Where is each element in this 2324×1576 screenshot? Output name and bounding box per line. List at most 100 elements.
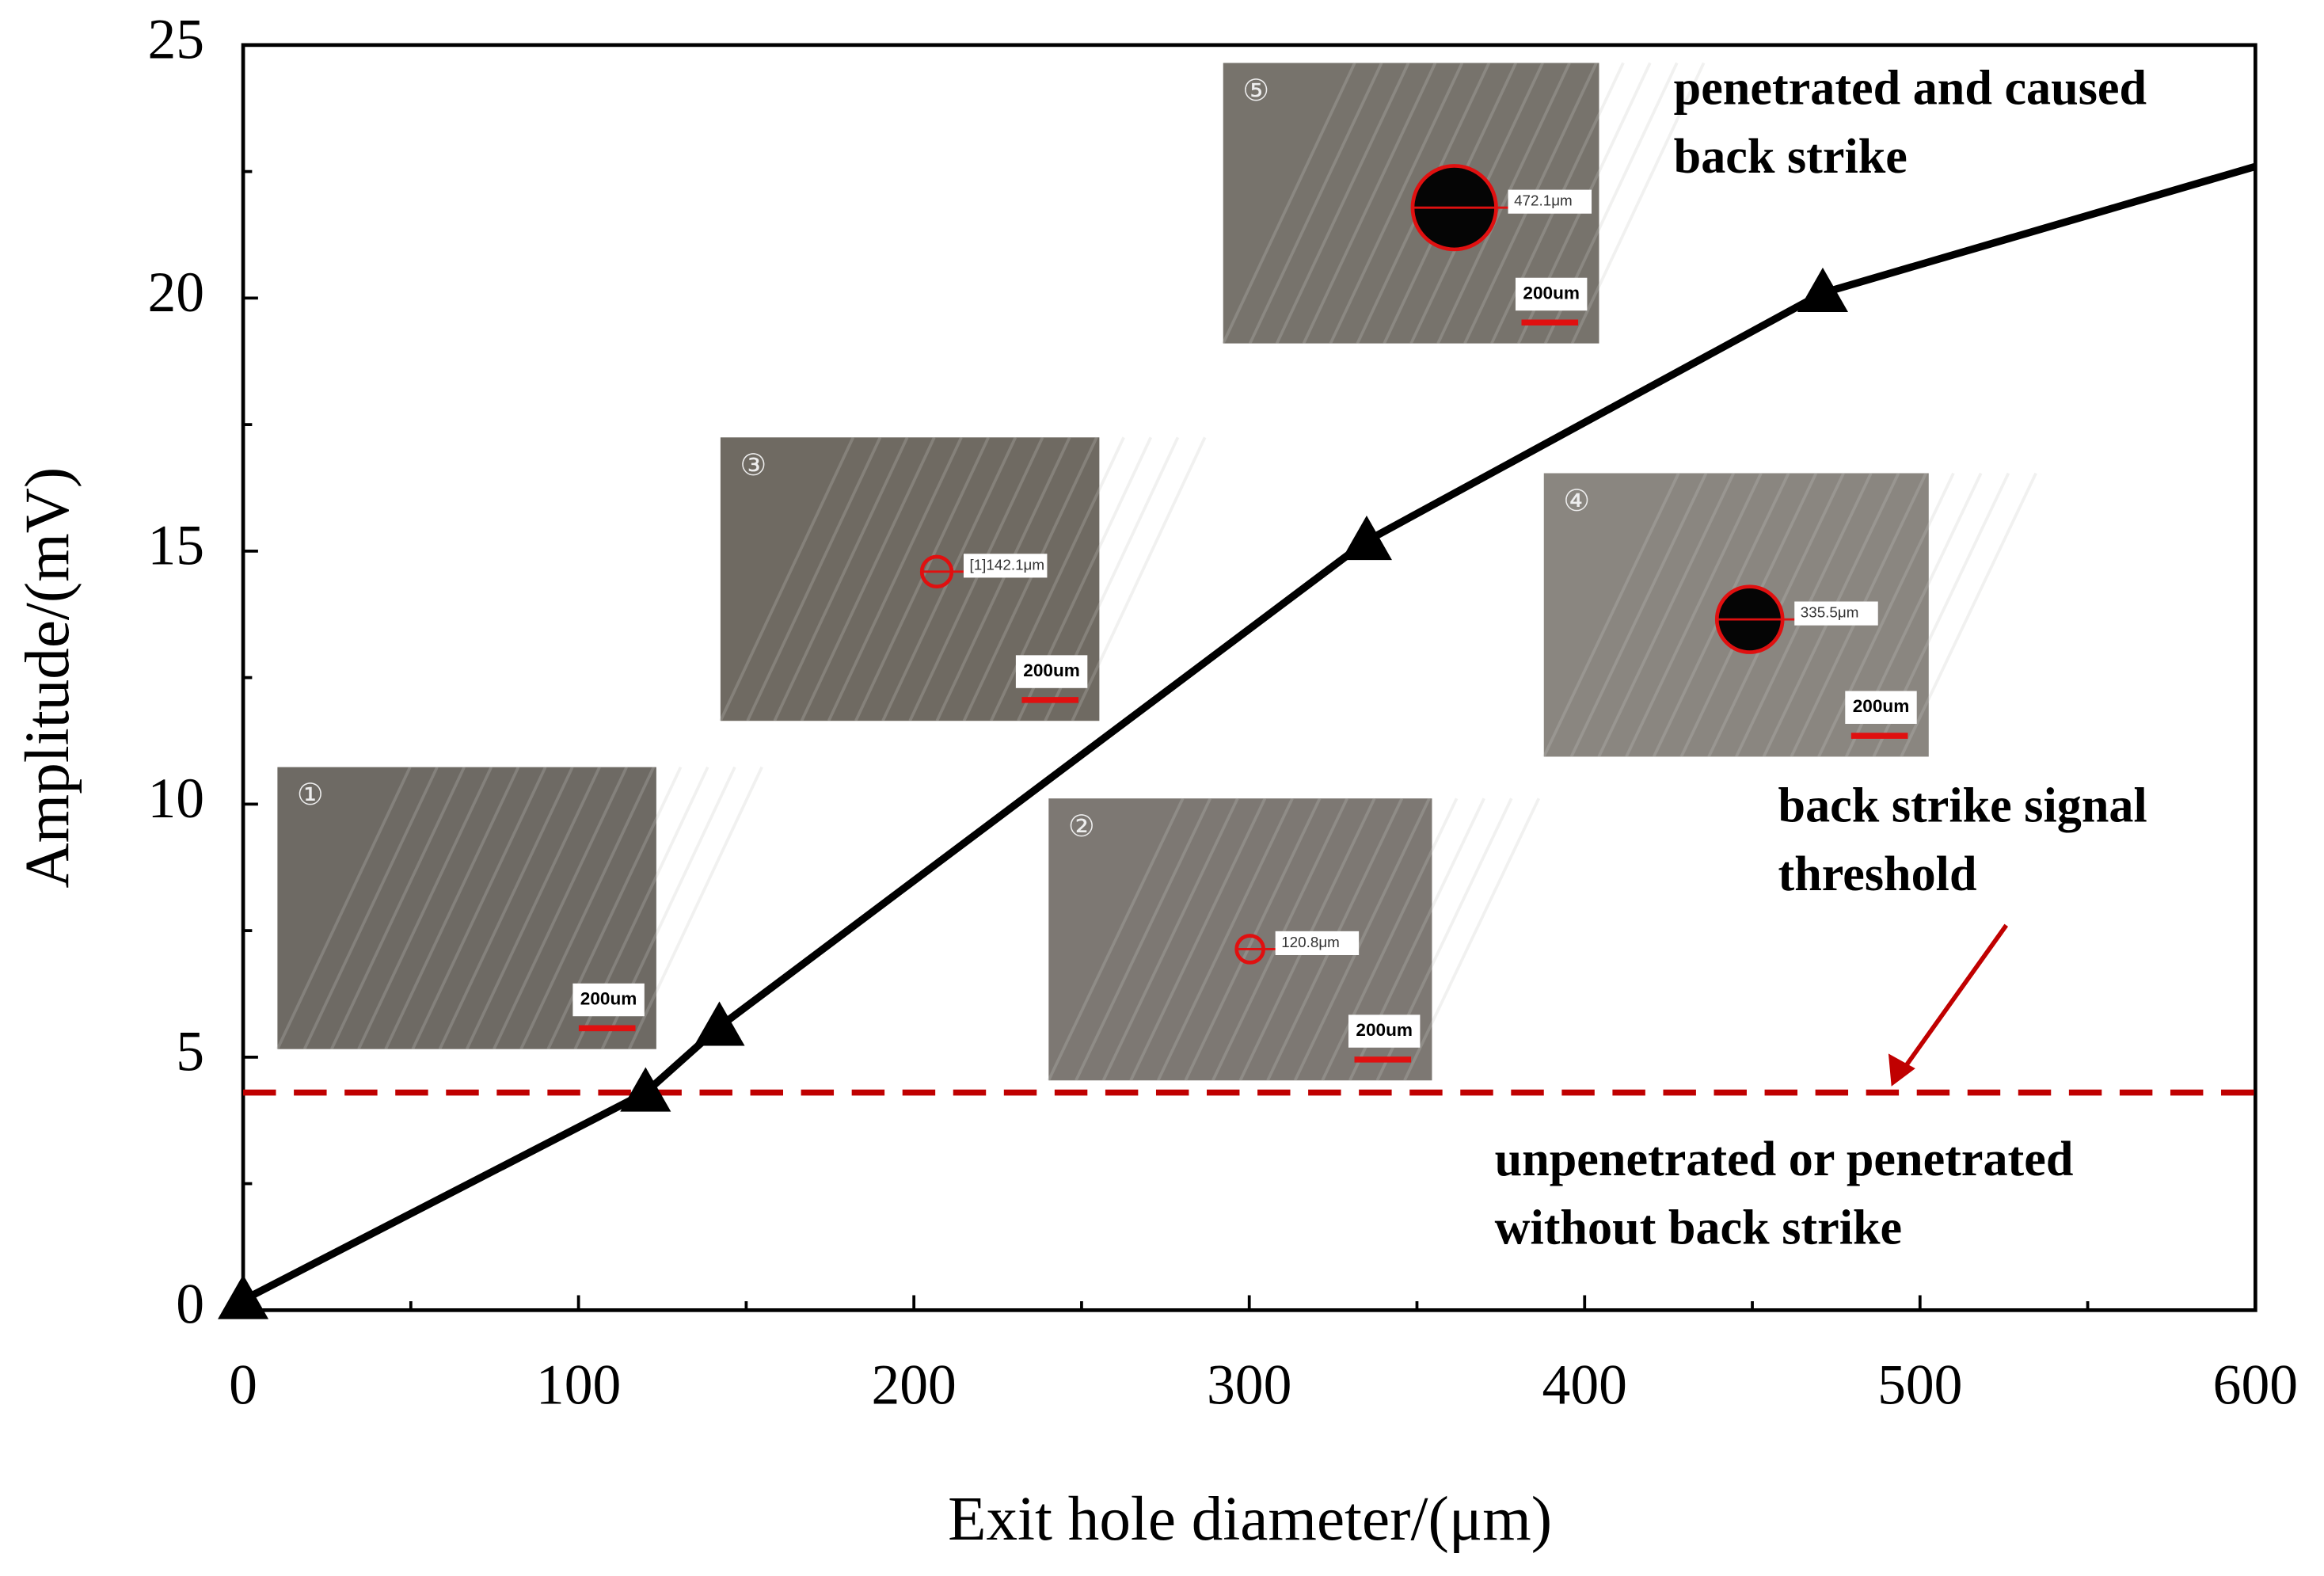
scratch <box>1597 472 1736 758</box>
scratch <box>384 766 520 1050</box>
scratch <box>719 436 855 722</box>
annotation: unpenetrated or penetrated <box>1495 1133 2074 1186</box>
scratch <box>1184 798 1322 1082</box>
scratch <box>1075 798 1212 1082</box>
scratch <box>1900 472 2037 758</box>
scratch <box>1071 436 1207 722</box>
scratch <box>411 766 547 1050</box>
scratch <box>935 436 1071 722</box>
scratch <box>1156 798 1294 1082</box>
scratch <box>773 436 909 722</box>
measurement: 335.5μm <box>1801 604 1859 621</box>
scale-box <box>572 983 645 1017</box>
scratch <box>357 766 493 1050</box>
scratch <box>989 436 1125 722</box>
scale-box <box>1348 1015 1421 1048</box>
annotation: back strike signal <box>1778 779 2147 833</box>
scratch <box>1542 472 1680 758</box>
inset-image: ① 200um <box>276 766 763 1050</box>
annotation: without back strike <box>1495 1201 1903 1255</box>
scratch <box>1321 798 1459 1082</box>
scratch <box>827 436 963 722</box>
scratch <box>746 436 882 722</box>
arrow-shaft <box>1900 923 2009 1073</box>
scale-box <box>1015 655 1088 688</box>
annotation: penetrated and caused <box>1674 61 2147 115</box>
inset-image: ⑤ 472.1μm 200um <box>1222 62 1706 345</box>
x-tick-label: 300 <box>1207 1353 1291 1416</box>
x-tick-label: 100 <box>536 1353 621 1416</box>
arrow-head <box>1888 1053 1915 1087</box>
scratch <box>1047 798 1185 1082</box>
x-axis-label: Exit hole diameter/(μm) <box>948 1484 1552 1554</box>
scratch <box>1569 472 1708 758</box>
scratch <box>302 766 439 1050</box>
scratch <box>1403 798 1541 1082</box>
scratch <box>1302 62 1437 345</box>
measure-box <box>1275 931 1360 955</box>
inset-label: ③ <box>740 448 766 482</box>
scratch <box>330 766 466 1050</box>
scale-label: 200um <box>1853 696 1910 716</box>
x-tick-label: 600 <box>2213 1353 2298 1416</box>
measure-box <box>1794 601 1878 626</box>
inset-label: ④ <box>1563 484 1590 517</box>
x-tick-label: 0 <box>229 1353 257 1416</box>
measurement: 120.8μm <box>1281 934 1340 950</box>
scratch <box>800 436 936 722</box>
scratch <box>1625 472 1763 758</box>
scale-box <box>1515 277 1588 311</box>
y-tick-label: 10 <box>148 767 205 830</box>
scale-label: 200um <box>580 988 637 1008</box>
data-marker <box>218 1274 269 1319</box>
data-line <box>241 162 2257 1304</box>
inset-label: ② <box>1068 809 1095 843</box>
scratch <box>276 766 412 1050</box>
y-tick-label: 5 <box>176 1020 204 1083</box>
scale-label: 200um <box>1023 660 1080 680</box>
scale-box <box>1845 691 1917 724</box>
scratch <box>519 766 656 1050</box>
scratch <box>465 766 601 1050</box>
scratch <box>1329 62 1464 345</box>
x-tick-label: 400 <box>1542 1353 1627 1416</box>
scratch <box>1293 798 1431 1082</box>
scratch <box>628 766 763 1050</box>
scratch <box>1222 62 1356 345</box>
scratch <box>493 766 628 1050</box>
inset-label: ① <box>297 778 324 811</box>
measure-box <box>963 554 1048 578</box>
annotation: threshold <box>1778 847 1977 901</box>
annotation: back strike <box>1674 130 1908 184</box>
x-tick-label: 200 <box>871 1353 956 1416</box>
scratch <box>1436 62 1571 345</box>
scratch <box>908 436 1044 722</box>
inset-image: ④ 335.5μm 200um <box>1542 472 2037 758</box>
x-tick-label: 500 <box>1877 1353 1962 1416</box>
data-marker <box>1341 516 1392 561</box>
scratch <box>1101 798 1239 1082</box>
scratch <box>1817 472 1955 758</box>
measurement: 472.1μm <box>1514 192 1573 209</box>
y-tick-label: 15 <box>148 514 205 577</box>
measurement: [1]142.1μm <box>969 556 1044 573</box>
data-marker <box>694 1001 745 1046</box>
scratch <box>962 436 1098 722</box>
y-tick-label: 20 <box>148 261 205 324</box>
scale-label: 200um <box>1523 283 1580 303</box>
y-tick-label: 25 <box>148 8 205 70</box>
inset-image: ② 120.8μm 200um <box>1047 798 1541 1082</box>
scratch <box>1275 62 1410 345</box>
y-tick-label: 0 <box>176 1273 204 1336</box>
scratch <box>1570 62 1706 345</box>
inset-image: ③ [1]142.1μm 200um <box>719 436 1207 722</box>
scratch <box>438 766 574 1050</box>
measure-box <box>1508 189 1592 214</box>
scratch <box>1248 62 1383 345</box>
y-axis-label: Amplitude/(mV) <box>13 467 82 889</box>
scratch <box>546 766 683 1050</box>
scratch <box>1129 798 1267 1082</box>
inset-label: ⑤ <box>1242 74 1269 107</box>
